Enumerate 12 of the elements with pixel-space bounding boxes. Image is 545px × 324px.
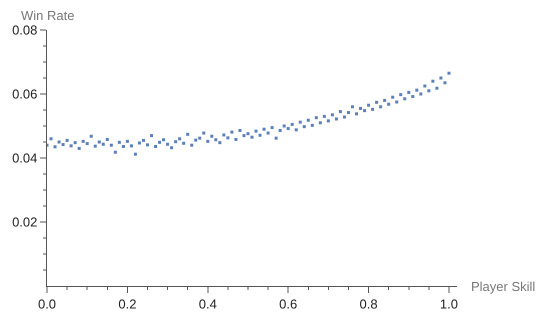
x-tick-label: 0.4: [198, 296, 217, 312]
y-tick-label: 0.06: [12, 86, 38, 102]
x-tick-label: 0.8: [360, 296, 378, 312]
y-tick-label: 0.02: [12, 214, 38, 230]
y-tick-label: 0.08: [12, 22, 38, 38]
x-tick-label: 1.0: [440, 296, 458, 312]
x-tick-label: 0.6: [279, 296, 298, 312]
y-tick-label: 0.04: [12, 150, 38, 166]
x-tick-label: 0.2: [118, 296, 136, 312]
x-tick-label: 0.0: [38, 296, 56, 312]
y-axis-title: Win Rate: [21, 8, 74, 23]
x-axis-title: Player Skill: [471, 279, 536, 294]
